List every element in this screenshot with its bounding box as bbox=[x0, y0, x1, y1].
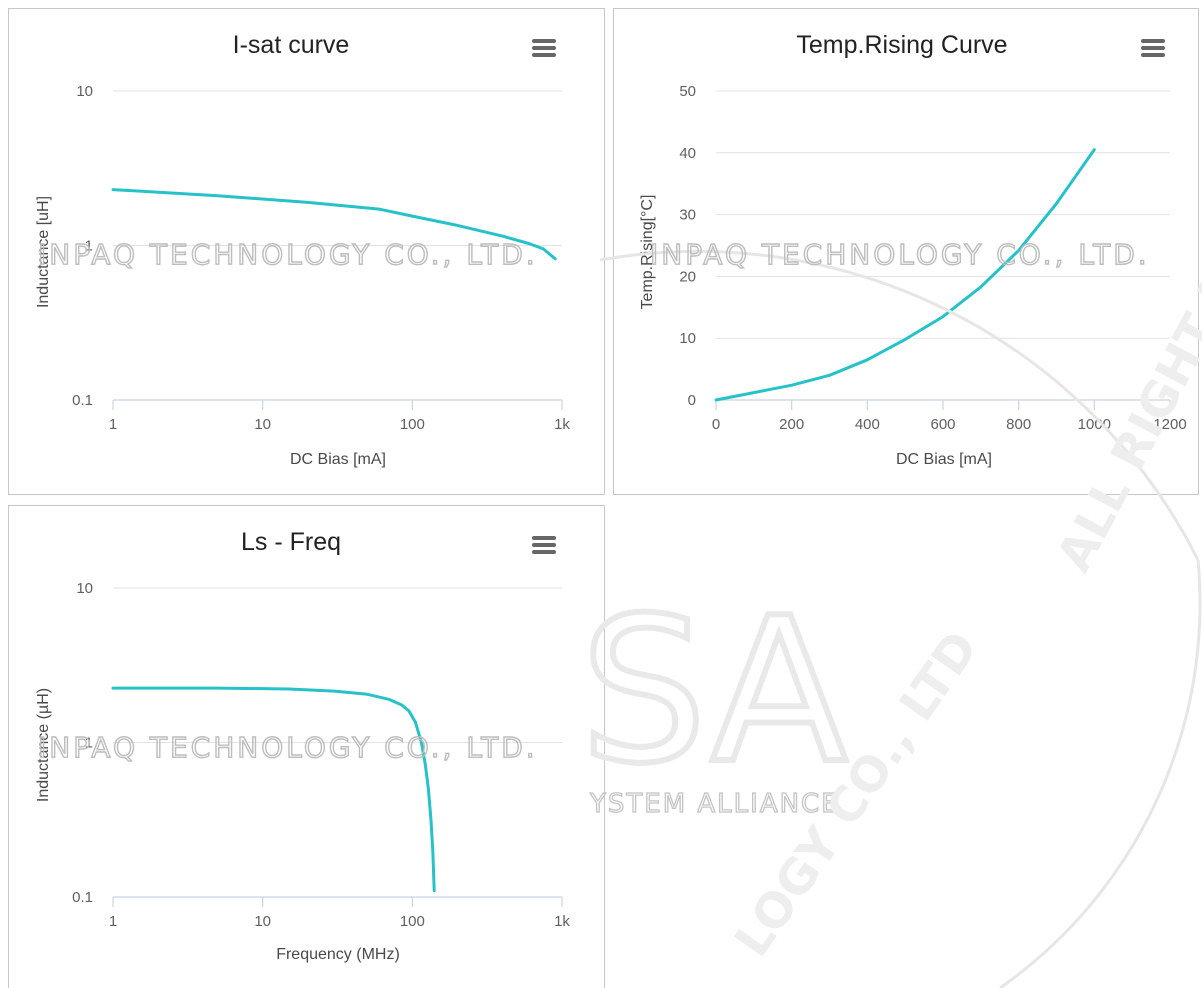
series-layer bbox=[714, 148, 1096, 402]
lsfreq-chart: Ls - Freq 0.1 1 10 1 10 100 1k Frequency (MHz)… bbox=[35, 528, 570, 963]
x-tick-label: 1k bbox=[554, 913, 570, 930]
series-layer bbox=[111, 188, 557, 261]
x-tick-label: 0 bbox=[712, 416, 720, 433]
axes: 0.1 1 10 1 10 100 1k bbox=[72, 83, 570, 433]
x-tick-label: 10 bbox=[254, 416, 271, 433]
y-tick-label: 0 bbox=[688, 392, 696, 409]
temp-chart-panel: Temp.Rising Curve 0 10 20 30 40 50 0 200 400 600 8… bbox=[613, 8, 1199, 495]
series-line bbox=[111, 686, 436, 893]
x-tick-label: 600 bbox=[930, 416, 955, 433]
x-axis-title: DC Bias [mA] bbox=[290, 451, 386, 468]
menu-icon[interactable] bbox=[532, 39, 556, 57]
x-tick-label: 1 bbox=[109, 913, 117, 930]
isat-chart-panel: I-sat curve 0.1 1 10 1 10 100 1k DC Bias [mA] … bbox=[8, 8, 605, 495]
x-tick-label: 100 bbox=[400, 416, 425, 433]
series-line bbox=[111, 188, 557, 261]
lsfreq-chart-panel: Ls - Freq 0.1 1 10 1 10 100 1k Frequency (MHz)… bbox=[8, 505, 605, 988]
axes: 0.1 1 10 1 10 100 1k bbox=[72, 580, 570, 930]
x-tick-label: 200 bbox=[779, 416, 804, 433]
y-tick-label: 50 bbox=[679, 83, 696, 100]
y-axis-title: Temp.Rising[°C] bbox=[639, 195, 656, 310]
watermark-alliance: YSTEM ALLIANCE bbox=[589, 789, 840, 819]
y-tick-label: 10 bbox=[76, 83, 93, 100]
y-tick-label: 10 bbox=[76, 580, 93, 597]
y-tick-label: 0.1 bbox=[72, 392, 93, 409]
axes: 0 10 20 30 40 50 0 200 400 600 800 1000 1200 bbox=[679, 83, 1186, 433]
temp-chart: Temp.Rising Curve 0 10 20 30 40 50 0 200 400 600 8… bbox=[639, 31, 1187, 468]
menu-icon[interactable] bbox=[1141, 39, 1165, 57]
chart-title: Temp.Rising Curve bbox=[796, 31, 1007, 59]
y-axis-title: Inductance [uH] bbox=[35, 196, 52, 308]
grid bbox=[113, 587, 562, 743]
x-axis-title: Frequency (MHz) bbox=[276, 946, 400, 963]
x-tick-label: 1k bbox=[554, 416, 570, 433]
x-tick-label: 1 bbox=[109, 416, 117, 433]
x-tick-label: 1000 bbox=[1078, 416, 1111, 433]
x-tick-label: 1200 bbox=[1153, 416, 1186, 433]
grid bbox=[113, 90, 562, 246]
series-layer bbox=[111, 686, 436, 893]
y-tick-label: 1 bbox=[85, 735, 93, 752]
x-tick-label: 100 bbox=[400, 913, 425, 930]
menu-icon[interactable] bbox=[532, 536, 556, 554]
watermark-arc-left: LOGY CO., LTD bbox=[724, 621, 989, 967]
y-tick-label: 1 bbox=[85, 238, 93, 255]
y-axis-title: Inductance (µH) bbox=[35, 688, 52, 802]
y-tick-label: 20 bbox=[679, 268, 696, 285]
x-tick-label: 400 bbox=[855, 416, 880, 433]
watermark-seal-ring bbox=[999, 559, 1202, 988]
x-axis-title: DC Bias [mA] bbox=[896, 451, 992, 468]
y-tick-label: 40 bbox=[679, 145, 696, 162]
y-tick-label: 10 bbox=[679, 330, 696, 347]
grid bbox=[716, 90, 1170, 339]
watermark-big-letters: SA bbox=[580, 575, 847, 808]
series-line bbox=[714, 148, 1096, 402]
x-tick-label: 800 bbox=[1006, 416, 1031, 433]
chart-title: I-sat curve bbox=[233, 31, 350, 59]
y-tick-label: 0.1 bbox=[72, 889, 93, 906]
y-tick-label: 30 bbox=[679, 207, 696, 224]
x-tick-label: 10 bbox=[254, 913, 271, 930]
chart-title: Ls - Freq bbox=[241, 528, 341, 556]
